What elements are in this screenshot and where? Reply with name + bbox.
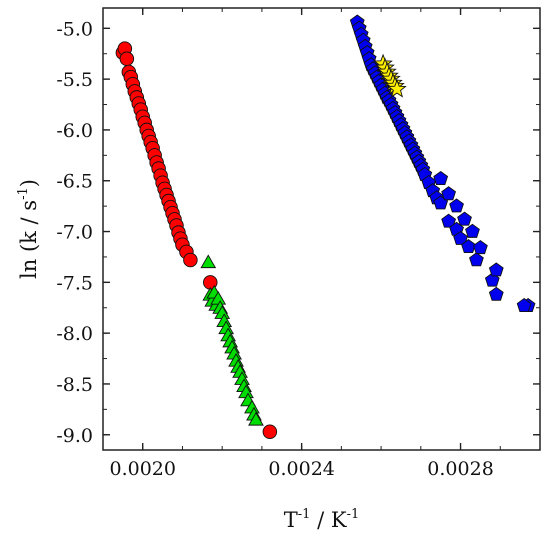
data-point-pentagon (457, 211, 472, 226)
plot-frame (102, 7, 541, 451)
data-point-pentagon (469, 252, 484, 267)
data-point-pentagon (473, 240, 488, 255)
y-tick-label: -7.0 (56, 222, 93, 244)
x-axis-title-sup: -1 (298, 507, 311, 522)
y-tick-label: -5.5 (56, 69, 93, 91)
data-marks (115, 14, 536, 439)
data-point-star (387, 79, 407, 98)
data-point-pentagon (488, 262, 504, 277)
data-point-pentagon (441, 213, 456, 228)
data-point-pentagon (465, 223, 480, 238)
data-point-circle (262, 424, 278, 439)
data-point-pentagon (516, 297, 532, 312)
y-axis-title-suffix: ) (17, 179, 41, 187)
y-tick-label: -5.0 (56, 18, 93, 40)
data-point-pentagon (461, 239, 476, 254)
data-point-circle (183, 252, 198, 268)
x-tick-label: 0.0024 (268, 458, 334, 480)
x-axis-title-unit: K (331, 508, 347, 532)
y-axis-title-sup: -1 (16, 187, 31, 200)
x-axis-title-unit-sup: -1 (347, 507, 360, 522)
y-tick-label: -6.5 (56, 171, 93, 193)
y-axis-title: ln (k / s-1) (16, 179, 41, 279)
y-tick-label: -9.0 (56, 425, 93, 447)
x-axis-title: T-1 / K-1 (284, 507, 360, 532)
y-tick-label: -8.0 (56, 323, 93, 345)
x-axis-title-sep: / (310, 508, 330, 532)
y-tick-label: -6.0 (56, 120, 93, 142)
y-tick-label: -7.5 (56, 272, 93, 294)
x-tick-label: 0.0028 (427, 458, 493, 480)
data-point-circle (119, 51, 135, 67)
data-point-triangle (200, 254, 217, 269)
y-axis-title-prefix: ln (k / s (17, 200, 41, 279)
axis-ticks: 0.0020 0.0024 0.0028 -5.0 -5.5 -6.0 -6.5 -7.0 -7… (56, 8, 540, 480)
y-tick-label: -8.5 (56, 374, 93, 396)
data-point-pentagon (449, 198, 464, 213)
x-axis-title-base: T (284, 508, 298, 532)
data-point-pentagon (488, 286, 504, 301)
data-point-pentagon (441, 186, 456, 201)
data-point-triangle (248, 411, 264, 426)
data-point-pentagon (433, 170, 449, 185)
data-point-pentagon (453, 230, 468, 245)
x-tick-label: 0.0020 (109, 458, 175, 480)
